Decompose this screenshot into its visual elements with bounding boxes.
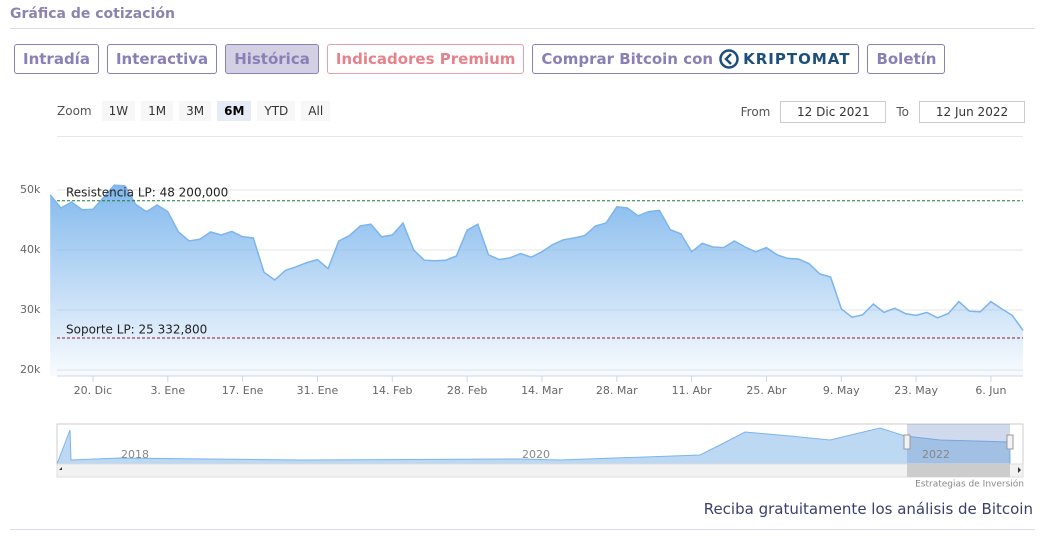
zoom-button[interactable]: 1W bbox=[101, 101, 136, 121]
x-tick-label: 9. May bbox=[823, 384, 860, 397]
x-tick-label: 6. Jun bbox=[975, 384, 1006, 397]
x-tick-label: 11. Abr bbox=[672, 384, 712, 397]
x-tick-label: 17. Ene bbox=[222, 384, 264, 397]
x-tick-label: 31. Ene bbox=[297, 384, 339, 397]
from-label: From bbox=[740, 105, 771, 119]
to-label: To bbox=[896, 105, 909, 119]
annotation-label: Resistencia LP: 48 200,000 bbox=[66, 185, 228, 199]
tab[interactable]: Comprar Bitcoin con KRIPTOMAT bbox=[532, 44, 860, 74]
divider bbox=[10, 28, 1035, 29]
price-line bbox=[49, 184, 1024, 331]
x-tick-label: 25. Abr bbox=[746, 384, 786, 397]
y-tick-label: 30k bbox=[20, 303, 41, 316]
x-tick-label: 28. Feb bbox=[447, 384, 487, 397]
divider bbox=[57, 136, 1023, 137]
x-tick-label: 14. Feb bbox=[372, 384, 412, 397]
logo-icon bbox=[719, 49, 739, 69]
y-tick-label: 20k bbox=[20, 363, 41, 376]
partner-logo: KRIPTOMAT bbox=[719, 49, 850, 69]
tab[interactable]: Boletín bbox=[867, 44, 946, 74]
x-tick-label: 14. Mar bbox=[521, 384, 563, 397]
y-tick-label: 50k bbox=[20, 183, 41, 196]
range-selector: Zoom 1W 1M 3M 6M YTD All bbox=[57, 101, 331, 121]
scrollbar[interactable] bbox=[56, 463, 1024, 478]
zoom-button[interactable]: All bbox=[301, 101, 331, 121]
zoom-button[interactable]: 3M bbox=[179, 101, 212, 121]
navigator-handle[interactable] bbox=[903, 434, 911, 450]
tab[interactable]: Intradía bbox=[14, 44, 99, 74]
navigator-handle[interactable] bbox=[1006, 434, 1014, 450]
area-fill bbox=[50, 185, 1023, 376]
scrollbar-thumb[interactable] bbox=[907, 464, 1010, 477]
x-tick-label: 28. Mar bbox=[596, 384, 638, 397]
annotation-label: Soporte LP: 25 332,800 bbox=[66, 323, 207, 337]
navigator-label: 2020 bbox=[522, 448, 550, 461]
x-tick-label: 3. Ene bbox=[150, 384, 185, 397]
y-tick-label: 40k bbox=[20, 243, 41, 256]
from-input[interactable]: 12 Dic 2021 bbox=[780, 101, 887, 123]
zoom-button[interactable]: YTD bbox=[257, 101, 296, 121]
tab[interactable]: Indicadores Premium bbox=[326, 44, 525, 74]
footer-link[interactable]: Reciba gratuitamente los análisis de Bit… bbox=[703, 500, 1033, 518]
x-tick-label: 20. Dic bbox=[74, 384, 113, 397]
zoom-button[interactable]: 1M bbox=[141, 101, 174, 121]
zoom-label: Zoom bbox=[57, 104, 92, 118]
x-tick-label: 23. May bbox=[894, 384, 938, 397]
credits: Estrategias de Inversión bbox=[915, 479, 1024, 490]
navigator-label: 2018 bbox=[121, 448, 149, 461]
tab-bar: Intradía Interactiva Histórica Indicador… bbox=[14, 44, 946, 74]
to-input[interactable]: 12 Jun 2022 bbox=[919, 101, 1025, 123]
navigator-label: 2022 bbox=[922, 448, 950, 461]
divider bbox=[10, 529, 1035, 530]
navigator-selection[interactable] bbox=[907, 424, 1010, 464]
date-range: From 12 Dic 2021 To 12 Jun 2022 bbox=[741, 101, 1025, 123]
zoom-button[interactable]: 6M bbox=[217, 101, 252, 121]
title: Gráfica de cotización bbox=[10, 6, 175, 22]
tab[interactable]: Interactiva bbox=[106, 44, 218, 74]
tab[interactable]: Histórica bbox=[225, 44, 319, 74]
